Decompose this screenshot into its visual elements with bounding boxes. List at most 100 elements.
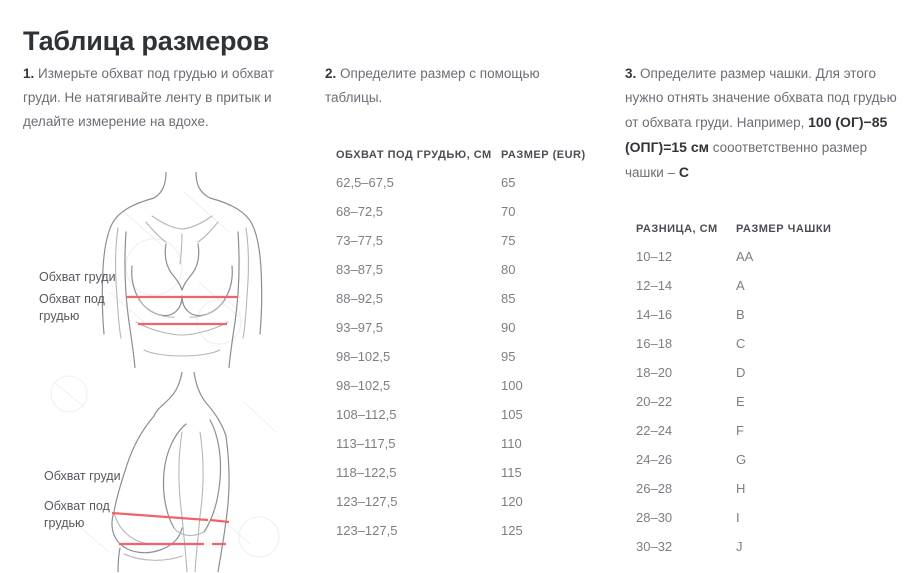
side-underbust-label: Обхват под грудью xyxy=(44,499,110,530)
cell-size: H xyxy=(736,481,746,496)
cell-range: 62,5–67,5 xyxy=(336,175,394,190)
cell-size: 75 xyxy=(501,233,516,248)
cell-size: A xyxy=(736,278,745,293)
cell-size: B xyxy=(736,307,745,322)
cell-size: E xyxy=(736,394,745,409)
table-row: 20–22 E xyxy=(636,387,898,416)
table-row: 98–102,5 95 xyxy=(336,342,604,371)
underbust-size-table: ОБХВАТ ПОД ГРУДЬЮ, СМ РАЗМЕР (EUR) 62,5–… xyxy=(336,148,604,545)
cell-range: 93–97,5 xyxy=(336,320,383,335)
cell-size: 115 xyxy=(501,465,522,480)
cell-range: 20–22 xyxy=(636,394,673,409)
cell-size: G xyxy=(736,452,747,467)
cell-range: 12–14 xyxy=(636,278,673,293)
cell-range: 14–16 xyxy=(636,307,673,322)
underbust-table-head: ОБХВАТ ПОД ГРУДЬЮ, СМ РАЗМЕР (EUR) xyxy=(336,148,604,168)
front-view-illustration: Обхват груди Обхват под грудью xyxy=(14,172,304,368)
cell-size: C xyxy=(736,336,746,351)
table-header-row: ОБХВАТ ПОД ГРУДЬЮ, СМ РАЗМЕР (EUR) xyxy=(336,148,604,168)
cell-size: 95 xyxy=(501,349,516,364)
cell-range: 113–117,5 xyxy=(336,436,396,451)
cell-range: 16–18 xyxy=(636,336,673,351)
table-row: 30–32 J xyxy=(636,532,898,561)
side-bust-measure-line-back xyxy=(209,518,230,524)
step-2-paragraph: 2. Определите размер с помощью таблицы. xyxy=(325,62,600,110)
cell-size: 70 xyxy=(501,204,516,219)
table-row: 14–16 B xyxy=(636,300,898,329)
table-row: 88–92,5 85 xyxy=(336,284,604,313)
step-3-number: 3. xyxy=(625,66,637,81)
header-size-eur: РАЗМЕР (EUR) xyxy=(501,149,586,161)
table-row: 16–18 C xyxy=(636,329,898,358)
cell-size: 105 xyxy=(501,407,523,422)
table-row: 12–14 A xyxy=(636,271,898,300)
cell-size: 80 xyxy=(501,262,516,277)
table-row: 22–24 F xyxy=(636,416,898,445)
step-3-text-b: сооответственно размер чашки – xyxy=(625,140,868,180)
step-3-formula: 100 (ОГ)−85 (ОПГ)=15 см xyxy=(625,114,888,155)
cup-table-body: 10–12 AA 12–14 A 14–16 B 16–18 C 18–20 D 20–22 E 22–… xyxy=(636,242,898,561)
step-2-text: Определите размер с помощью таблицы. xyxy=(325,66,540,105)
table-row: 68–72,5 70 xyxy=(336,197,604,226)
column-step-1: 1. Измерьте обхват под грудью и обхват г… xyxy=(23,62,293,134)
front-underbust-label: Обхват под грудью xyxy=(39,292,105,323)
cell-range: 98–102,5 xyxy=(336,378,391,393)
table-row: 123–127,5 120 xyxy=(336,487,604,516)
cell-range: 26–28 xyxy=(636,481,673,496)
table-row: 83–87,5 80 xyxy=(336,255,604,284)
table-row: 18–20 D xyxy=(636,358,898,387)
front-bust-label: Обхват груди xyxy=(39,270,116,284)
cell-size: 125 xyxy=(501,523,523,538)
cell-size: AA xyxy=(736,249,754,264)
cell-size: 110 xyxy=(501,436,522,451)
cell-range: 123–127,5 xyxy=(336,494,398,509)
table-row: 118–122,5 115 xyxy=(336,458,604,487)
cell-range: 118–122,5 xyxy=(336,465,397,480)
page-title: Таблица размеров xyxy=(23,26,269,57)
table-header-row: РАЗНИЦА, СМ РАЗМЕР ЧАШКИ xyxy=(636,222,898,242)
header-difference-cm: РАЗНИЦА, СМ xyxy=(636,223,718,235)
table-row: 10–12 AA xyxy=(636,242,898,271)
step-3-paragraph: 3. Определите размер чашки. Для этого ну… xyxy=(625,62,897,185)
cell-range: 30–32 xyxy=(636,539,673,554)
cell-range: 108–112,5 xyxy=(336,407,397,422)
column-step-3: 3. Определите размер чашки. Для этого ну… xyxy=(625,62,897,185)
table-row: 113–117,5 110 xyxy=(336,429,604,458)
step-1-number: 1. xyxy=(23,66,35,81)
header-underbust-cm: ОБХВАТ ПОД ГРУДЬЮ, СМ xyxy=(336,149,492,161)
step-2-number: 2. xyxy=(325,66,337,81)
cell-range: 22–24 xyxy=(636,423,673,438)
cell-range: 24–26 xyxy=(636,452,673,467)
cell-range: 73–77,5 xyxy=(336,233,383,248)
cell-size: 120 xyxy=(501,494,523,509)
cell-size: D xyxy=(736,365,746,380)
cell-range: 10–12 xyxy=(636,249,673,264)
cell-range: 88–92,5 xyxy=(336,291,383,306)
column-step-2: 2. Определите размер с помощью таблицы. xyxy=(325,62,600,110)
cell-size: 100 xyxy=(501,378,523,393)
cell-size: 85 xyxy=(501,291,516,306)
side-view-torso-svg xyxy=(50,372,280,572)
cell-range: 28–30 xyxy=(636,510,673,525)
table-row: 93–97,5 90 xyxy=(336,313,604,342)
table-row: 73–77,5 75 xyxy=(336,226,604,255)
cell-size: 90 xyxy=(501,320,516,335)
table-row: 98–102,5 100 xyxy=(336,371,604,400)
table-row: 24–26 G xyxy=(636,445,898,474)
cell-range: 123–127,5 xyxy=(336,523,398,538)
side-view-illustration: Обхват груди Обхват под грудью xyxy=(14,372,304,572)
cell-range: 98–102,5 xyxy=(336,349,391,364)
side-bust-measure-line xyxy=(111,511,209,522)
cup-size-table: РАЗНИЦА, СМ РАЗМЕР ЧАШКИ 10–12 AA 12–14 A 14… xyxy=(636,222,898,561)
cell-size: F xyxy=(736,423,744,438)
table-row: 123–127,5 125 xyxy=(336,516,604,545)
step-1-text: Измерьте обхват под грудью и обхват груд… xyxy=(23,66,274,129)
front-view-torso-svg xyxy=(101,172,263,368)
step-1-paragraph: 1. Измерьте обхват под грудью и обхват г… xyxy=(23,62,293,134)
cell-size: I xyxy=(736,510,740,525)
cell-size: 65 xyxy=(501,175,516,190)
step-3-text-a: Определите размер чашки. Для этого нужно… xyxy=(625,66,897,130)
watermark-pattern xyxy=(108,191,242,345)
table-row: 108–112,5 105 xyxy=(336,400,604,429)
